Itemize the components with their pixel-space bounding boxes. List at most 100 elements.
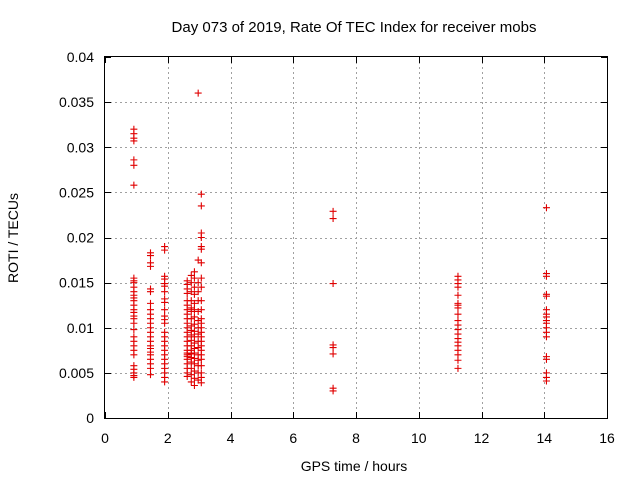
data-point bbox=[146, 299, 154, 307]
data-point bbox=[329, 387, 337, 395]
y-tick-label: 0.02 bbox=[67, 230, 94, 246]
data-point bbox=[146, 371, 154, 379]
data-point bbox=[197, 379, 205, 387]
x-tick-label: 6 bbox=[289, 430, 297, 446]
data-point bbox=[542, 377, 550, 385]
data-point bbox=[194, 279, 202, 287]
data-point bbox=[542, 355, 550, 363]
data-point bbox=[161, 246, 169, 254]
data-point bbox=[183, 372, 191, 380]
data-point bbox=[197, 362, 205, 370]
x-tick-label: 10 bbox=[411, 430, 427, 446]
data-point bbox=[197, 306, 205, 314]
chart-title: Day 073 of 2019, Rate Of TEC Index for r… bbox=[172, 19, 537, 36]
data-point bbox=[183, 289, 191, 297]
data-point bbox=[194, 89, 202, 97]
data-point bbox=[542, 333, 550, 341]
data-point bbox=[130, 326, 138, 334]
y-tick-label: 0.03 bbox=[67, 139, 94, 155]
x-tick-label: 8 bbox=[352, 430, 360, 446]
data-point bbox=[454, 291, 462, 299]
data-point bbox=[161, 298, 169, 306]
data-points bbox=[130, 89, 550, 395]
data-point bbox=[542, 292, 550, 300]
data-point bbox=[161, 288, 169, 296]
grid bbox=[105, 57, 607, 418]
data-point bbox=[161, 306, 169, 314]
data-point bbox=[187, 315, 195, 323]
data-point bbox=[146, 262, 154, 270]
data-point bbox=[190, 313, 198, 321]
data-point bbox=[329, 344, 337, 352]
data-point bbox=[190, 274, 198, 282]
data-point bbox=[190, 374, 198, 382]
data-point bbox=[130, 351, 138, 359]
y-axis-label: ROTI / TECUs bbox=[5, 193, 21, 283]
data-point bbox=[194, 288, 202, 296]
data-point bbox=[454, 356, 462, 364]
plot-frame bbox=[104, 56, 608, 419]
y-tick-label: 0.035 bbox=[59, 94, 94, 110]
x-tick-label: 12 bbox=[474, 430, 490, 446]
x-tick-label: 2 bbox=[164, 430, 172, 446]
data-point bbox=[187, 371, 195, 379]
data-point bbox=[542, 204, 550, 212]
y-tick-label: 0.005 bbox=[59, 365, 94, 381]
data-point bbox=[146, 288, 154, 296]
data-point bbox=[197, 259, 205, 267]
data-point bbox=[454, 283, 462, 291]
data-point bbox=[130, 161, 138, 169]
data-point bbox=[329, 280, 337, 288]
data-point bbox=[130, 181, 138, 189]
data-point bbox=[197, 283, 205, 291]
data-point bbox=[190, 268, 198, 276]
axis-ticks bbox=[105, 57, 608, 419]
data-point bbox=[190, 333, 198, 341]
data-point bbox=[329, 207, 337, 215]
y-tick-label: 0.015 bbox=[59, 275, 94, 291]
y-tick-labels: 0 0.005 0.01 0.015 0.02 0.025 0.03 0.035 0.04 bbox=[59, 49, 94, 426]
x-tick-label: 14 bbox=[536, 430, 552, 446]
data-point bbox=[187, 279, 195, 287]
data-point bbox=[190, 360, 198, 368]
data-point bbox=[161, 319, 169, 327]
data-point bbox=[197, 297, 205, 305]
y-tick-label: 0.04 bbox=[67, 49, 94, 65]
data-point bbox=[190, 382, 198, 390]
data-point bbox=[190, 320, 198, 328]
data-point bbox=[329, 215, 337, 223]
data-point bbox=[146, 252, 154, 260]
data-point bbox=[190, 290, 198, 298]
y-tick-label: 0.025 bbox=[59, 184, 94, 200]
data-point bbox=[130, 319, 138, 327]
x-tick-label: 16 bbox=[599, 430, 615, 446]
data-point bbox=[190, 299, 198, 307]
x-tick-label: 0 bbox=[101, 430, 109, 446]
data-point bbox=[454, 364, 462, 372]
data-point bbox=[454, 310, 462, 318]
data-point bbox=[542, 272, 550, 280]
data-point bbox=[454, 304, 462, 312]
data-point bbox=[194, 308, 202, 316]
data-point bbox=[197, 202, 205, 210]
data-point bbox=[130, 373, 138, 381]
data-point bbox=[146, 364, 154, 372]
data-point bbox=[190, 283, 198, 291]
data-point bbox=[130, 137, 138, 145]
data-point bbox=[197, 234, 205, 241]
y-tick-label: 0.01 bbox=[67, 320, 94, 336]
data-point bbox=[197, 355, 205, 363]
x-axis-label: GPS time / hours bbox=[301, 458, 408, 474]
data-point bbox=[197, 245, 205, 253]
data-point bbox=[197, 190, 205, 198]
data-point bbox=[161, 378, 169, 386]
data-point bbox=[329, 350, 337, 358]
y-tick-label: 0 bbox=[86, 410, 94, 426]
data-point bbox=[190, 367, 198, 375]
data-point bbox=[197, 274, 205, 282]
data-point bbox=[190, 306, 198, 314]
x-tick-labels: 0 2 4 6 8 10 12 14 16 bbox=[101, 430, 615, 446]
data-point bbox=[187, 378, 195, 386]
x-tick-label: 4 bbox=[227, 430, 235, 446]
